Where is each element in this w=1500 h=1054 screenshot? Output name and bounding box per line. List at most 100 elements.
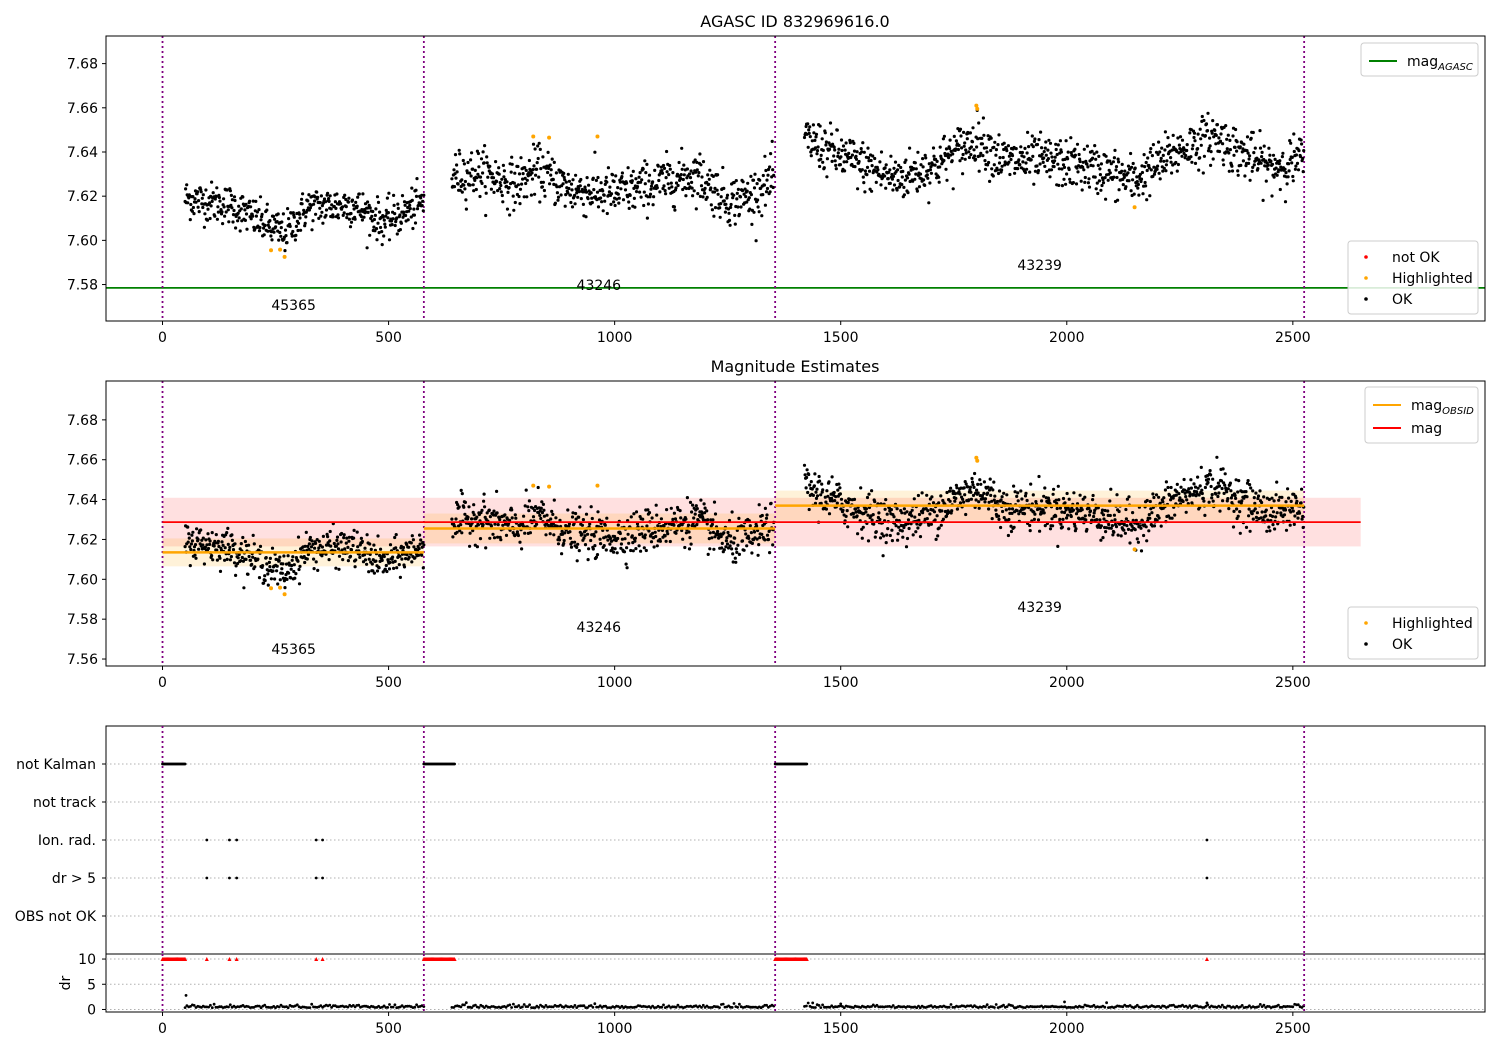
agasc-ok-point [1137, 194, 1140, 197]
estimates-ok-point [656, 524, 659, 527]
agasc-ok-point [573, 194, 576, 197]
estimates-ok-point [632, 549, 635, 552]
estimates-ok-point [1139, 527, 1142, 530]
agasc-ok-point [1160, 147, 1163, 150]
estimates-ok-point [370, 548, 373, 551]
estimates-ok-point [356, 545, 359, 548]
estimates-ok-point [619, 532, 622, 535]
flags-flag-point [315, 877, 318, 880]
estimates-ok-point [596, 510, 599, 513]
estimates-ok-point [962, 501, 965, 504]
agasc-ok-point [673, 205, 676, 208]
estimates-ok-point [726, 542, 729, 545]
agasc-ok-point [723, 199, 726, 202]
agasc-ok-point [532, 143, 535, 146]
dr-dr-point [593, 1002, 596, 1005]
agasc-ok-point [1289, 142, 1292, 145]
agasc-ok-point [197, 206, 200, 209]
estimates-x-tick-label: 1000 [597, 675, 633, 691]
agasc-ok-point [863, 151, 866, 154]
agasc-ok-point [644, 182, 647, 185]
dr-dr-point [574, 1004, 577, 1007]
estimates-ok-point [804, 473, 807, 476]
agasc-ok-point [321, 222, 324, 225]
estimates-ok-point [926, 517, 929, 520]
estimates-ok-point [679, 516, 682, 519]
agasc-ok-point [384, 226, 387, 229]
agasc-ok-point [1132, 162, 1135, 165]
estimates-ok-point [1074, 527, 1077, 530]
agasc-ok-point [383, 219, 386, 222]
agasc-ok-point [835, 167, 838, 170]
agasc-ok-point [525, 169, 528, 172]
agasc-ok-point [273, 218, 276, 221]
estimates-ok-point [908, 527, 911, 530]
agasc-ok-point [485, 192, 488, 195]
estimates-ok-point [271, 547, 274, 550]
estimates-ok-point [211, 558, 214, 561]
agasc-ok-point [238, 216, 241, 219]
agasc-ok-point [884, 166, 887, 169]
estimates-ok-point [653, 545, 656, 548]
estimates-ok-point [605, 517, 608, 520]
agasc-ok-point [595, 179, 598, 182]
agasc-ok-point [985, 146, 988, 149]
agasc-ok-point [587, 197, 590, 200]
estimates-ok-point [408, 556, 411, 559]
estimates-ok-point [705, 509, 708, 512]
agasc-ok-point [1134, 167, 1137, 170]
flags-row-label: dr > 5 [52, 871, 96, 887]
estimates-ok-point [280, 567, 283, 570]
agasc-highlighted-point [269, 248, 273, 252]
agasc-ok-point [1021, 151, 1024, 154]
estimates-ok-point [805, 486, 808, 489]
agasc-ok-point [312, 203, 315, 206]
agasc-ok-point [707, 183, 710, 186]
dr-dr-point [1277, 1004, 1280, 1007]
agasc-ok-point [632, 170, 635, 173]
agasc-ok-point [285, 241, 288, 244]
agasc-ok-point [325, 208, 328, 211]
agasc-ok-point [1073, 148, 1076, 151]
agasc-ok-point [1218, 150, 1221, 153]
agasc-ok-point [202, 193, 205, 196]
agasc-ok-point [1201, 115, 1204, 118]
estimates-ok-point [475, 516, 478, 519]
estimates-ok-point [982, 492, 985, 495]
estimates-ok-point [1066, 492, 1069, 495]
estimates-ok-point [688, 547, 691, 550]
estimates-ok-point [1199, 484, 1202, 487]
dr-dr-point [805, 1005, 808, 1008]
estimates-ok-point [240, 542, 243, 545]
agasc-ok-point [720, 195, 723, 198]
agasc-ok-point [478, 195, 481, 198]
agasc-ok-point [602, 209, 605, 212]
agasc-ok-point [866, 166, 869, 169]
estimates-ok-point [1148, 517, 1151, 520]
agasc-ok-point [421, 204, 424, 207]
estimates-ok-point [542, 509, 545, 512]
agasc-ok-point [184, 187, 187, 190]
estimates-ok-point [932, 501, 935, 504]
estimates-ok-point [363, 547, 366, 550]
agasc-ok-point [486, 161, 489, 164]
agasc-ok-point [1253, 163, 1256, 166]
estimates-ok-point [1284, 508, 1287, 511]
agasc-ok-point [416, 207, 419, 210]
estimates-ok-point [998, 489, 1001, 492]
agasc-ok-point [766, 174, 769, 177]
estimates-ok-point [766, 534, 769, 537]
agasc-ok-point [289, 225, 292, 228]
agasc-ok-point [204, 188, 207, 191]
agasc-ok-point [1007, 144, 1010, 147]
agasc-ok-point [462, 184, 465, 187]
estimates-ok-point [643, 546, 646, 549]
agasc-ok-point [1116, 199, 1119, 202]
agasc-ok-point [1227, 151, 1230, 154]
agasc-ok-point [657, 179, 660, 182]
estimates-legend-marker [1364, 642, 1368, 646]
estimates-ok-point [1142, 534, 1145, 537]
agasc-ok-point [934, 164, 937, 167]
estimates-ok-point [1152, 496, 1155, 499]
agasc-ok-point [762, 174, 765, 177]
